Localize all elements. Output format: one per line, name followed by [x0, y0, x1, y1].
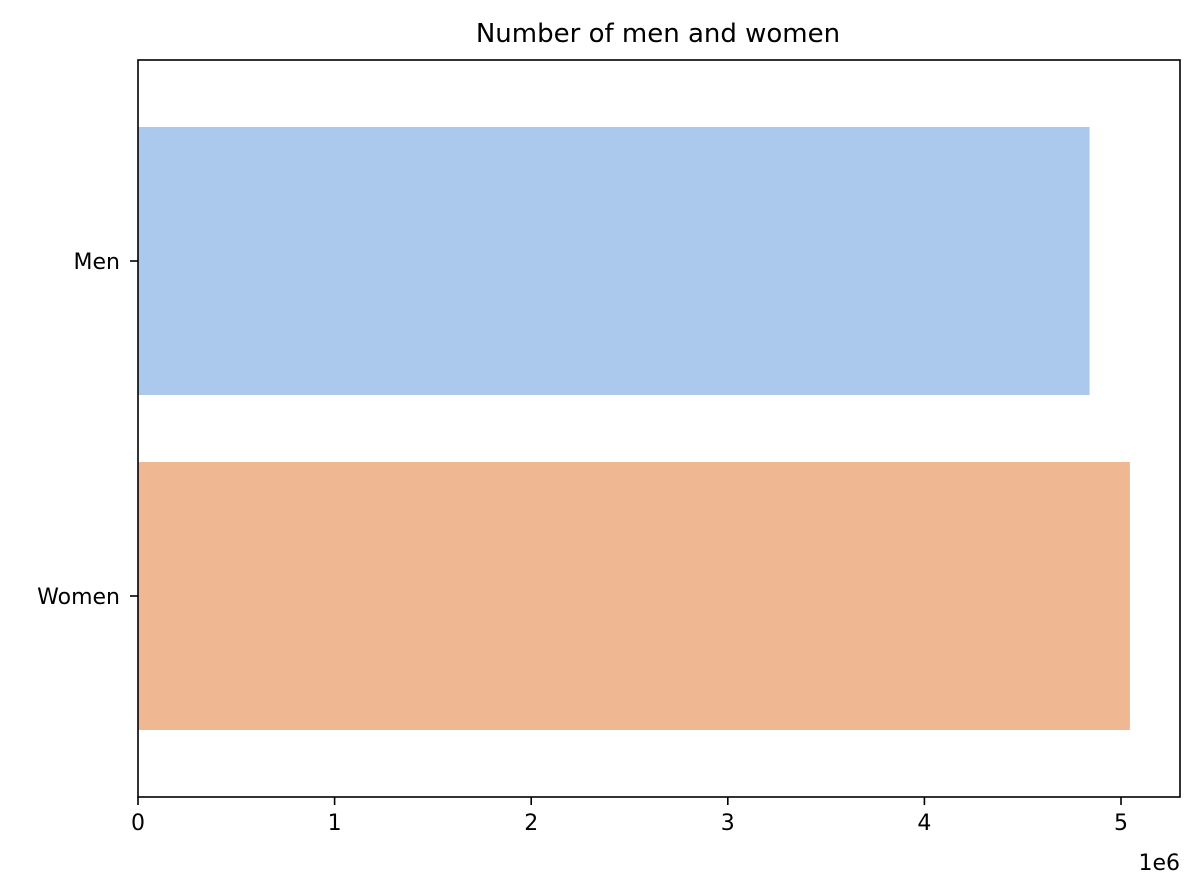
plot-frame — [137, 59, 1181, 798]
x-tick-label: 3 — [721, 811, 735, 836]
y-axis: Men Women — [37, 250, 138, 610]
x-axis-offset-label: 1e6 — [1138, 851, 1180, 876]
x-tick-label: 1 — [328, 811, 342, 836]
y-tick-label-women: Women — [37, 585, 120, 610]
y-tick-label-men: Men — [74, 250, 120, 275]
chart-title: Number of men and women — [476, 19, 840, 49]
x-tick-label: 4 — [917, 811, 931, 836]
bar-men — [138, 127, 1090, 395]
bars-group — [138, 127, 1130, 730]
x-tick-label: 0 — [131, 811, 145, 836]
x-tick-label: 2 — [524, 811, 538, 836]
x-tick-label: 5 — [1114, 811, 1128, 836]
bar-women — [138, 462, 1130, 730]
x-axis: 0 1 2 3 4 5 — [131, 797, 1128, 836]
